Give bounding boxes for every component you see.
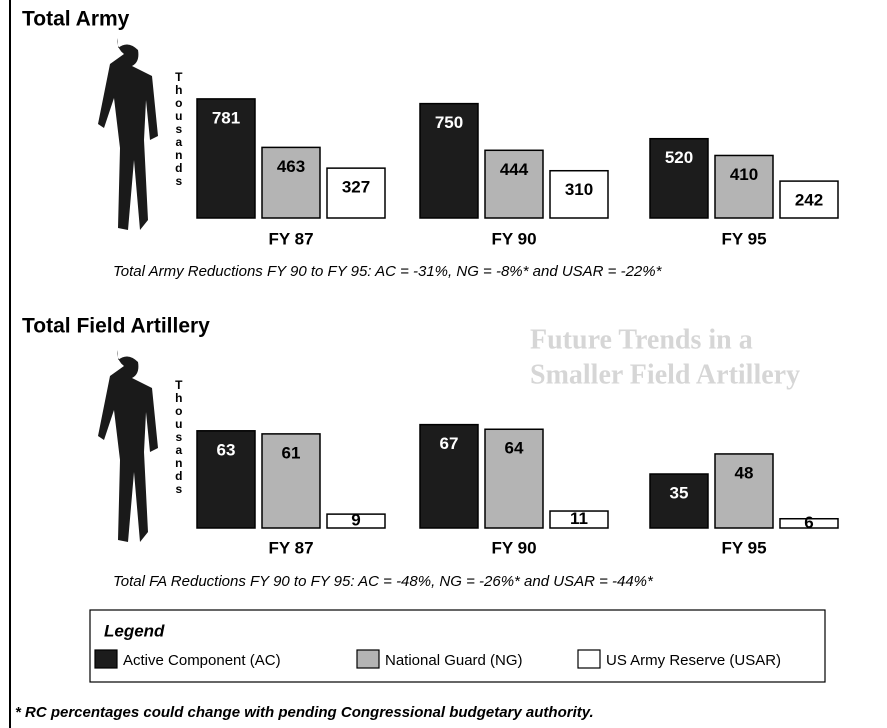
legend-label: Active Component (AC) [123,652,281,669]
legend-title: Legend [104,621,165,640]
x-tick-label: FY 90 [491,538,536,557]
value-label: 327 [342,178,370,197]
value-label: 444 [500,160,529,179]
value-label: 64 [505,439,524,458]
legend-label: National Guard (NG) [385,652,523,669]
value-label: 520 [665,148,693,167]
legend-swatch [578,650,600,668]
x-tick-label: FY 87 [268,229,313,248]
value-label: 67 [440,434,459,453]
value-label: 781 [212,108,240,127]
value-label: 35 [670,483,689,502]
y-axis-label: Thousands [172,70,186,187]
legend-swatch [95,650,117,668]
value-label: 63 [217,440,236,459]
background-heading: Smaller Field Artillery [530,359,800,390]
footnote: * RC percentages could change with pendi… [15,704,594,721]
value-label: 750 [435,113,463,132]
value-label: 61 [282,443,301,462]
value-label: 310 [565,180,593,199]
chart-title: Total Army [22,8,130,31]
value-label: 463 [277,157,305,176]
x-tick-label: FY 90 [491,229,536,248]
background-heading: Future Trends in a [530,324,753,355]
y-axis-label: Thousands [172,378,186,495]
value-label: 11 [570,509,588,528]
page: Future Trends in a Smaller Field Artille… [0,0,887,728]
x-tick-label: FY 95 [721,229,766,248]
value-label: 410 [730,165,758,184]
legend-label: US Army Reserve (USAR) [606,652,781,669]
value-label: 9 [351,511,360,530]
value-label: 242 [795,191,823,210]
caption: Total FA Reductions FY 90 to FY 95: AC =… [113,573,654,590]
x-tick-label: FY 87 [268,538,313,557]
x-tick-label: FY 95 [721,538,766,557]
caption: Total Army Reductions FY 90 to FY 95: AC… [113,263,663,280]
legend-swatch [357,650,379,668]
chart-title: Total Field Artillery [22,315,210,338]
value-label: 48 [735,463,754,482]
value-label: 6 [804,513,813,532]
